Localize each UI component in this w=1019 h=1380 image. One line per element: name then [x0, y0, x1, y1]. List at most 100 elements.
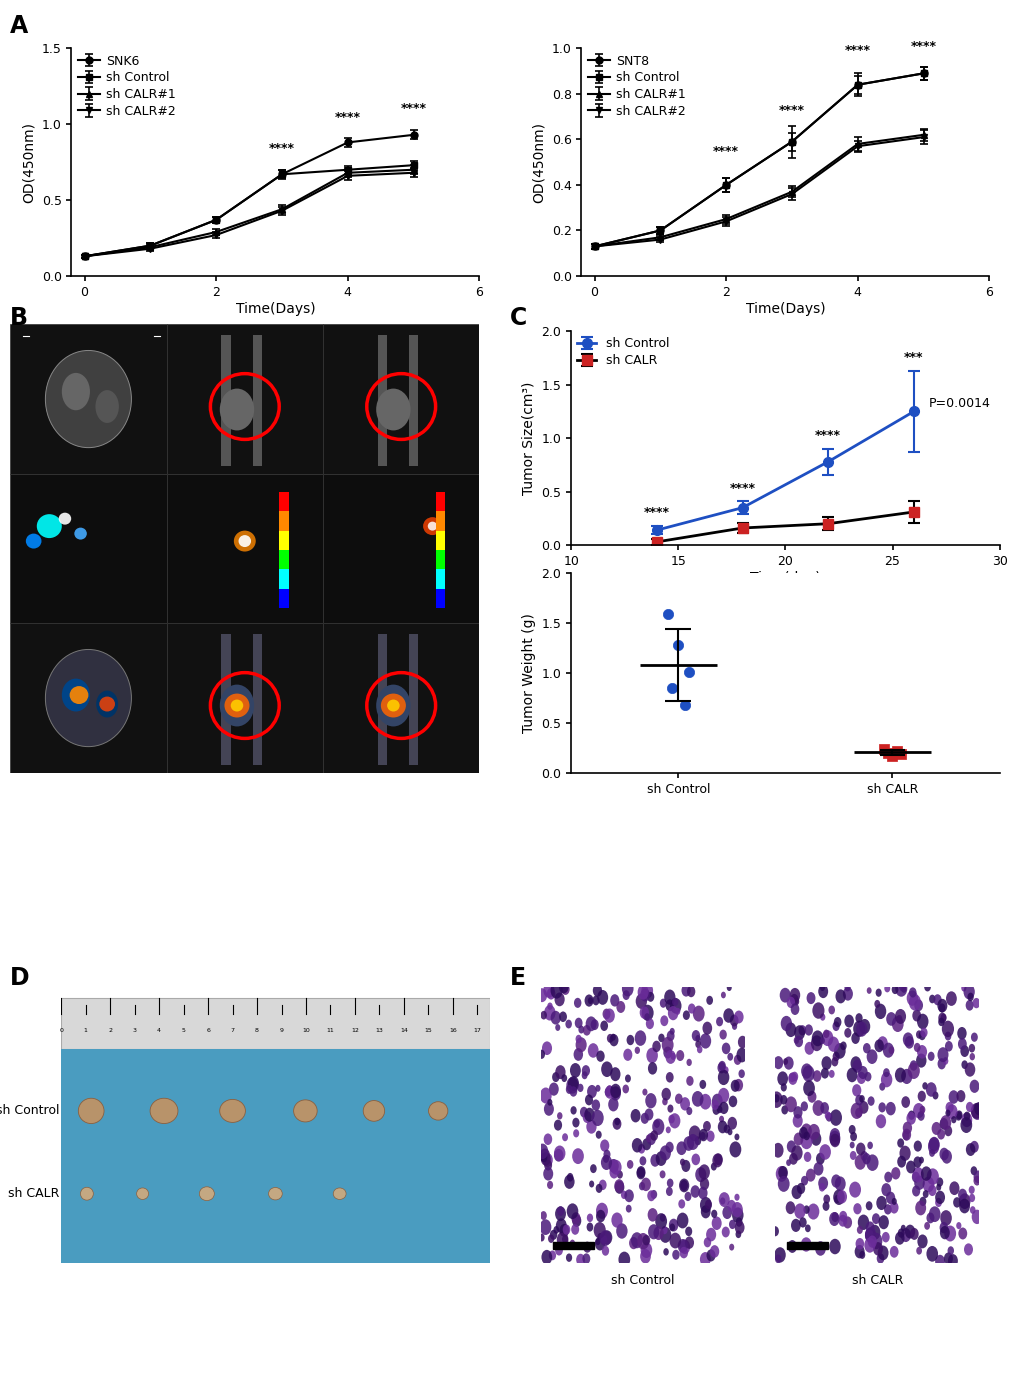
Circle shape — [584, 1108, 594, 1122]
Circle shape — [664, 999, 674, 1012]
Circle shape — [942, 1057, 948, 1065]
Circle shape — [576, 1254, 585, 1265]
Bar — [435, 589, 444, 609]
Circle shape — [667, 1115, 675, 1123]
Circle shape — [571, 1224, 579, 1235]
Ellipse shape — [219, 1100, 246, 1122]
Circle shape — [803, 1152, 810, 1162]
Circle shape — [554, 1024, 559, 1031]
Circle shape — [822, 1195, 829, 1203]
Circle shape — [843, 1216, 851, 1228]
Circle shape — [930, 1122, 941, 1134]
Circle shape — [732, 1208, 743, 1223]
Bar — [221, 335, 230, 466]
Circle shape — [536, 1144, 547, 1159]
Circle shape — [602, 1009, 610, 1020]
Circle shape — [891, 1198, 896, 1205]
Circle shape — [581, 1065, 589, 1076]
Circle shape — [944, 1041, 952, 1052]
Circle shape — [864, 1227, 875, 1242]
Circle shape — [800, 1133, 812, 1150]
Circle shape — [800, 1176, 807, 1185]
Circle shape — [686, 1134, 698, 1150]
Text: 9: 9 — [279, 1028, 283, 1034]
Circle shape — [603, 1009, 614, 1023]
Circle shape — [849, 1132, 856, 1141]
Circle shape — [938, 1148, 948, 1161]
Circle shape — [965, 1101, 972, 1112]
Circle shape — [666, 1031, 674, 1041]
Circle shape — [972, 1176, 979, 1185]
Circle shape — [798, 1217, 806, 1228]
Circle shape — [703, 1238, 710, 1248]
Circle shape — [827, 1006, 835, 1014]
Circle shape — [907, 1111, 914, 1119]
Circle shape — [602, 1155, 608, 1163]
Circle shape — [928, 1150, 934, 1156]
Circle shape — [554, 1206, 566, 1221]
Circle shape — [865, 1221, 873, 1234]
Circle shape — [564, 1174, 574, 1190]
Ellipse shape — [219, 684, 254, 726]
Text: ****: **** — [814, 429, 841, 443]
Circle shape — [609, 1166, 619, 1179]
Bar — [10, 624, 166, 773]
Ellipse shape — [150, 1098, 177, 1123]
Circle shape — [711, 1105, 719, 1115]
Circle shape — [550, 983, 562, 999]
Circle shape — [680, 1159, 685, 1166]
Circle shape — [798, 1025, 805, 1035]
Circle shape — [800, 1101, 807, 1111]
Circle shape — [866, 1049, 876, 1064]
Circle shape — [793, 998, 799, 1006]
Circle shape — [546, 988, 555, 999]
Circle shape — [680, 1097, 689, 1111]
Circle shape — [852, 1021, 864, 1036]
Circle shape — [867, 1235, 876, 1248]
Circle shape — [871, 1213, 879, 1224]
Circle shape — [960, 984, 965, 992]
Circle shape — [556, 1232, 568, 1248]
Circle shape — [791, 1145, 802, 1161]
Circle shape — [774, 1254, 781, 1263]
Circle shape — [659, 1214, 665, 1221]
Circle shape — [927, 1052, 933, 1061]
Circle shape — [539, 1087, 551, 1104]
Circle shape — [604, 1086, 614, 1098]
Circle shape — [866, 987, 871, 994]
Circle shape — [928, 995, 934, 1003]
Circle shape — [864, 1228, 875, 1242]
Circle shape — [570, 1239, 575, 1248]
Text: 2: 2 — [108, 1028, 112, 1034]
Circle shape — [641, 1005, 653, 1021]
Circle shape — [647, 1191, 654, 1201]
Circle shape — [794, 1025, 804, 1041]
Circle shape — [682, 1010, 689, 1020]
Circle shape — [719, 1198, 725, 1205]
Circle shape — [662, 1046, 672, 1058]
Text: 1: 1 — [84, 1028, 88, 1034]
Circle shape — [652, 1041, 660, 1052]
Circle shape — [569, 1086, 577, 1097]
Circle shape — [940, 1210, 951, 1225]
Circle shape — [780, 1083, 786, 1092]
Circle shape — [678, 1199, 685, 1209]
Circle shape — [900, 1225, 905, 1231]
Circle shape — [819, 1013, 824, 1021]
Circle shape — [927, 1185, 935, 1196]
Circle shape — [869, 1232, 881, 1249]
Circle shape — [680, 1180, 687, 1191]
Circle shape — [908, 994, 920, 1010]
Circle shape — [830, 1212, 838, 1223]
Text: sh Control: sh Control — [0, 1104, 59, 1118]
Circle shape — [646, 1133, 655, 1145]
Circle shape — [608, 1159, 614, 1169]
Point — [659, 603, 676, 625]
Circle shape — [387, 700, 399, 712]
Circle shape — [595, 1130, 601, 1138]
Circle shape — [876, 1036, 887, 1050]
Circle shape — [631, 1138, 642, 1152]
Circle shape — [691, 1029, 699, 1042]
Circle shape — [837, 1190, 846, 1203]
Circle shape — [919, 1028, 926, 1038]
